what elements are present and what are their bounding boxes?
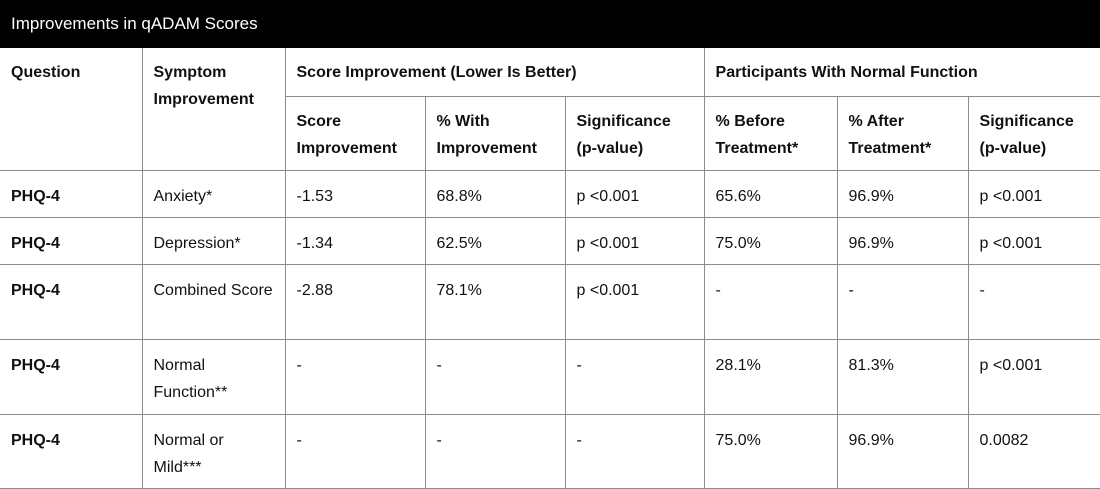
scores-table: Question Symptom Improvement Score Impro… [0, 48, 1100, 489]
cell-value: - [424, 413, 566, 489]
cell-value: - [703, 263, 838, 340]
cell-question: PHQ-4 [0, 216, 143, 265]
header-row-sub: Score Improvement % With Improvement Sig… [0, 95, 1100, 171]
header-row-top: Question Symptom Improvement Score Impro… [0, 48, 1100, 171]
table-row: PHQ-4 Anxiety* -1.53 68.8% p <0.001 65.6… [0, 169, 1100, 218]
cell-value: p <0.001 [967, 338, 1100, 415]
table-row: PHQ-4 Normal or Mild*** - - - 75.0% 96.9… [0, 413, 1100, 489]
cell-question: PHQ-4 [0, 413, 143, 489]
header-symptom: Symptom Improvement [141, 48, 286, 171]
cell-question: PHQ-4 [0, 169, 143, 218]
cell-value: 65.6% [703, 169, 838, 218]
cell-symptom: Normal Function** [141, 338, 286, 415]
table-row: PHQ-4 Depression* -1.34 62.5% p <0.001 7… [0, 216, 1100, 265]
cell-value: 0.0082 [967, 413, 1100, 489]
cell-value: - [284, 338, 426, 415]
cell-value: p <0.001 [967, 216, 1100, 265]
header-question: Question [0, 48, 143, 171]
cell-value: 75.0% [703, 413, 838, 489]
cell-value: 75.0% [703, 216, 838, 265]
cell-symptom: Anxiety* [141, 169, 286, 218]
cell-value: - [564, 338, 705, 415]
table-row: PHQ-4 Combined Score -2.88 78.1% p <0.00… [0, 263, 1100, 340]
cell-value: 28.1% [703, 338, 838, 415]
header-pct-improvement: % With Improvement [424, 95, 566, 171]
cell-value: 96.9% [836, 169, 969, 218]
cell-value: - [424, 338, 566, 415]
header-group-normal: Participants With Normal Function [703, 48, 1100, 97]
header-significance-normal: Significance (p-value) [967, 95, 1100, 171]
cell-value: p <0.001 [967, 169, 1100, 218]
cell-value: 78.1% [424, 263, 566, 340]
cell-value: - [284, 413, 426, 489]
cell-value: 62.5% [424, 216, 566, 265]
cell-symptom: Combined Score [141, 263, 286, 340]
cell-value: - [967, 263, 1100, 340]
header-significance-score: Significance (p-value) [564, 95, 705, 171]
cell-value: p <0.001 [564, 169, 705, 218]
cell-value: 81.3% [836, 338, 969, 415]
cell-question: PHQ-4 [0, 338, 143, 415]
table-title: Improvements in qADAM Scores [0, 0, 1100, 48]
header-score-improvement: Score Improvement [284, 95, 426, 171]
header-group-score: Score Improvement (Lower Is Better) [284, 48, 705, 97]
cell-symptom: Normal or Mild*** [141, 413, 286, 489]
cell-question: PHQ-4 [0, 263, 143, 340]
cell-value: p <0.001 [564, 216, 705, 265]
cell-value: - [564, 413, 705, 489]
cell-value: 96.9% [836, 216, 969, 265]
cell-value: p <0.001 [564, 263, 705, 340]
header-pct-after: % After Treatment* [836, 95, 969, 171]
cell-value: -1.34 [284, 216, 426, 265]
cell-value: -1.53 [284, 169, 426, 218]
cell-value: -2.88 [284, 263, 426, 340]
cell-value: 96.9% [836, 413, 969, 489]
cell-value: 68.8% [424, 169, 566, 218]
header-pct-before: % Before Treatment* [703, 95, 838, 171]
cell-value: - [836, 263, 969, 340]
table-row: PHQ-4 Normal Function** - - - 28.1% 81.3… [0, 338, 1100, 415]
cell-symptom: Depression* [141, 216, 286, 265]
